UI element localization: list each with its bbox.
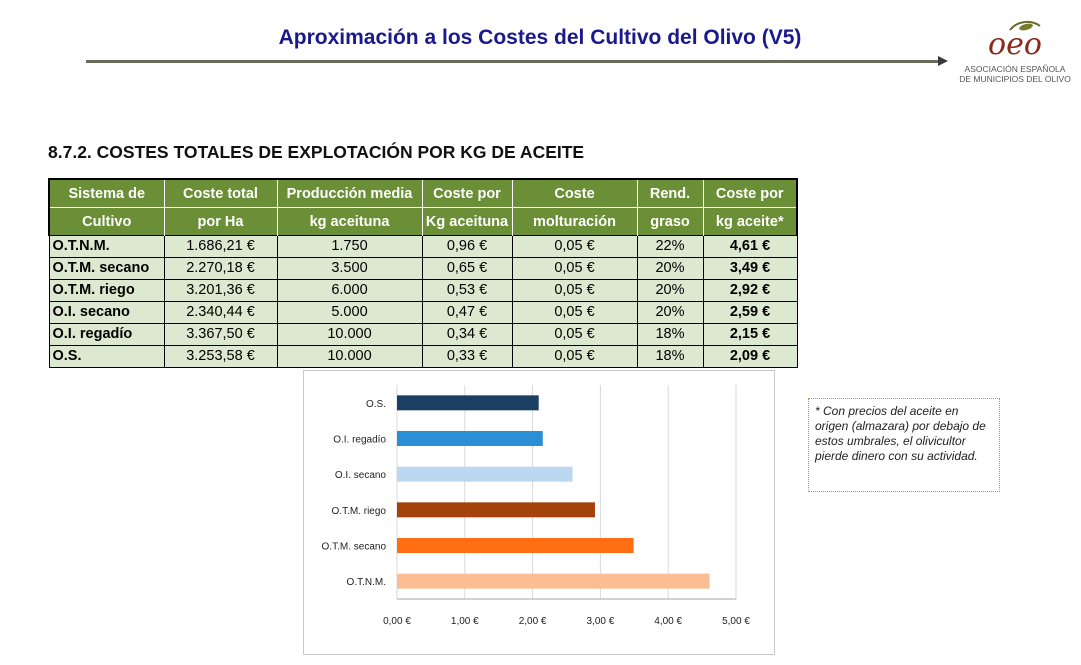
header-cell: Coste por: [702, 178, 798, 208]
header-cell: Sistema de: [48, 178, 165, 208]
arrow-icon: [938, 56, 948, 66]
table-cell: 6.000: [276, 279, 423, 302]
table-cell: 3.500: [276, 257, 423, 280]
table-cell: 2,92 €: [702, 279, 798, 302]
table-cell: O.T.M. secano: [48, 257, 165, 280]
table-cell: 0,05 €: [511, 279, 638, 302]
table-cell: 0,05 €: [511, 345, 638, 368]
header-cell: Rend.: [636, 178, 704, 208]
tick-label: 0,00 €: [383, 616, 411, 627]
table-cell: 18%: [636, 345, 704, 368]
table-cell: 3,49 €: [702, 257, 798, 280]
section-title: 8.7.2. COSTES TOTALES DE EXPLOTACIÓN POR…: [48, 142, 585, 162]
tick-label: 2,00 €: [519, 616, 547, 627]
header-cell: Coste: [511, 178, 638, 208]
tick-label: 3,00 €: [586, 616, 614, 627]
category-label: O.T.M. riego: [332, 506, 387, 517]
table-cell: 0,96 €: [421, 235, 513, 258]
table-cell: 0,53 €: [421, 279, 513, 302]
title-underline: [86, 60, 944, 63]
header-cell: kg aceituna: [276, 207, 423, 236]
category-label: O.T.M. secano: [322, 542, 387, 553]
table-cell: 0,34 €: [421, 323, 513, 346]
table-cell: 0,05 €: [511, 257, 638, 280]
table-cell: 20%: [636, 301, 704, 324]
table-cell: 2,15 €: [702, 323, 798, 346]
table-cell: 1.686,21 €: [163, 235, 278, 258]
table-cell: O.T.M. riego: [48, 279, 165, 302]
table-cell: 2,59 €: [702, 301, 798, 324]
table-cell: 4,61 €: [702, 235, 798, 258]
table-cell: 2,09 €: [702, 345, 798, 368]
header-cell: Cultivo: [48, 207, 165, 236]
table-cell: 10.000: [276, 345, 423, 368]
bar: [397, 395, 539, 411]
bar: [397, 466, 573, 482]
logo-line-1: ASOCIACIÓN ESPAÑOLA: [964, 64, 1066, 74]
table-cell: 20%: [636, 257, 704, 280]
olive-logo-icon: oeo: [988, 20, 1042, 60]
table-cell: 2.270,18 €: [163, 257, 278, 280]
table-cell: 0,05 €: [511, 323, 638, 346]
logo-line-2: DE MUNICIPIOS DEL OLIVO: [959, 74, 1071, 84]
table-cell: 3.367,50 €: [163, 323, 278, 346]
table-row: O.S. 3.253,58 € 10.000 0,33 € 0,05 € 18%…: [48, 345, 798, 368]
tick-label: 1,00 €: [451, 616, 479, 627]
table-cell: 0,05 €: [511, 301, 638, 324]
header-cell: Coste por: [421, 178, 513, 208]
table-cell: O.S.: [48, 345, 165, 368]
header-cell: graso: [636, 207, 704, 236]
page-title: Aproximación a los Costes del Cultivo de…: [278, 26, 802, 49]
table-header-row-1: Sistema de Coste total Producción media …: [48, 178, 798, 208]
header-cell: Producción media: [276, 178, 423, 208]
header-cell: Coste total: [163, 178, 278, 208]
table-cell: O.I. secano: [48, 301, 165, 324]
bar-chart: O.S. O.I. regadío O.I. secano O.T.M. riego O…: [303, 370, 775, 655]
table-row: O.T.M. riego 3.201,36 € 6.000 0,53 € 0,0…: [48, 279, 798, 302]
table-cell: 0,47 €: [421, 301, 513, 324]
table-cell: 5.000: [276, 301, 423, 324]
header-cell: Kg aceituna: [421, 207, 513, 236]
footnote: * Con precios del aceite en origen (alma…: [808, 398, 1000, 492]
table-cell: 2.340,44 €: [163, 301, 278, 324]
table-cell: 3.253,58 €: [163, 345, 278, 368]
table-cell: 10.000: [276, 323, 423, 346]
table-row: O.I. regadío 3.367,50 € 10.000 0,34 € 0,…: [48, 323, 798, 346]
bar: [397, 538, 634, 553]
bar: [397, 431, 543, 446]
table-cell: 0,65 €: [421, 257, 513, 280]
logo-mark: oeo: [988, 27, 1042, 60]
table-row: O.T.M. secano 2.270,18 € 3.500 0,65 € 0,…: [48, 257, 798, 280]
header-cell: por Ha: [163, 207, 278, 236]
table-cell: 3.201,36 €: [163, 279, 278, 302]
bar: [397, 573, 710, 589]
table-row: O.I. secano 2.340,44 € 5.000 0,47 € 0,05…: [48, 301, 798, 324]
table-header-row-2: Cultivo por Ha kg aceituna Kg aceituna m…: [48, 207, 798, 236]
category-label: O.S.: [366, 399, 386, 410]
table-cell: 0,05 €: [511, 235, 638, 258]
table-cell: O.I. regadío: [48, 323, 165, 346]
table-cell: O.T.N.M.: [48, 235, 165, 258]
header-cell: molturación: [511, 207, 638, 236]
tick-label: 5,00 €: [722, 616, 750, 627]
table-cell: 20%: [636, 279, 704, 302]
table-cell: 1.750: [276, 235, 423, 258]
table-row: O.T.N.M. 1.686,21 € 1.750 0,96 € 0,05 € …: [48, 235, 798, 258]
category-label: O.T.N.M.: [347, 577, 386, 588]
chart-canvas: O.S. O.I. regadío O.I. secano O.T.M. riego O…: [322, 385, 750, 627]
costs-table: Sistema de Coste total Producción media …: [48, 178, 798, 368]
table-cell: 18%: [636, 323, 704, 346]
tick-label: 4,00 €: [654, 616, 682, 627]
bar: [397, 502, 595, 518]
table-cell: 22%: [636, 235, 704, 258]
table-cell: 0,33 €: [421, 345, 513, 368]
category-label: O.I. regadío: [333, 435, 386, 446]
header-cell: kg aceite*: [702, 207, 798, 236]
category-label: O.I. secano: [335, 470, 387, 481]
logo: oeo ASOCIACIÓN ESPAÑOLA DE MUNICIPIOS DE…: [955, 18, 1075, 84]
